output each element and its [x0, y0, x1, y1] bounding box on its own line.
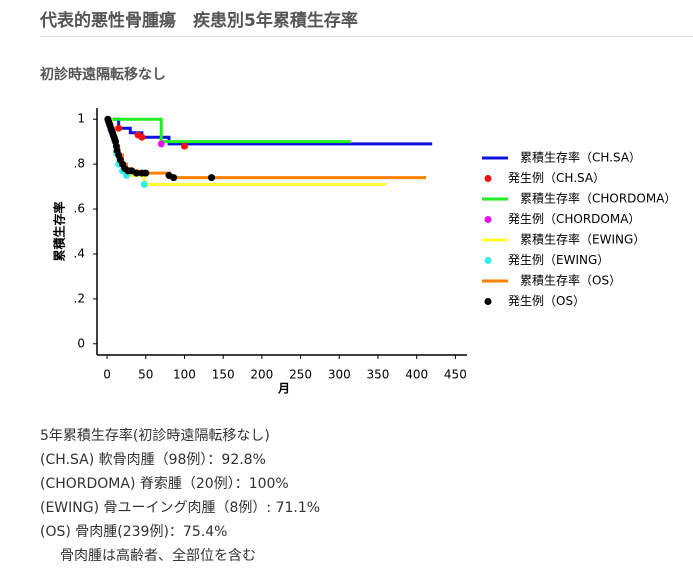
notes: 5年累積生存率(初診時遠隔転移なし) (CH.SA) 軟骨肉腫（98例）：92.… [40, 424, 320, 568]
x-tick-label: 50 [138, 368, 153, 382]
note-line: (OS) 骨肉腫(239例)：75.4% [40, 524, 228, 540]
divider [40, 36, 693, 37]
event-point [132, 169, 140, 177]
footnote: 骨肉腫は高齢者、全部位を含む [60, 548, 256, 564]
x-tick-label: 200 [250, 368, 273, 382]
note-line: (EWING) 骨ユーイング肉腫（8例）: 71.1% [40, 500, 321, 516]
event-point [157, 140, 165, 148]
legend-label: 累積生存率（EWING） [520, 232, 645, 247]
y-axis-label: 累積生存率 [52, 201, 67, 261]
legend-swatch [484, 216, 492, 223]
y-tick-label: .4 [74, 246, 85, 260]
legend-label: 累積生存率（CHORDOMA） [520, 191, 676, 206]
event-point [208, 174, 216, 182]
x-tick-label: 250 [289, 368, 312, 382]
x-tick-label: 300 [328, 368, 351, 382]
note-line: (CHORDOMA) 脊索腫（20例）：100% [40, 476, 289, 492]
x-tick-label: 150 [212, 368, 235, 382]
note-line: (CH.SA) 軟骨肉腫（98例）：92.8% [40, 452, 266, 468]
y-tick-label: .8 [74, 157, 85, 171]
event-point [138, 133, 146, 141]
legend-swatch [484, 175, 492, 182]
chart: 1 .8 .6 .4 .2 0 0 50 100 150 200 250 300 350 400 450 月 累積… [52, 108, 676, 396]
survival-curve [107, 117, 351, 144]
x-tick-label: 400 [405, 368, 428, 382]
legend-swatch [484, 298, 492, 305]
legend-label: 累積生存率（CH.SA） [520, 150, 641, 165]
legend-label: 累積生存率（OS） [520, 273, 621, 288]
y-tick-label: 1 [77, 112, 85, 126]
event-point [180, 142, 188, 150]
y-tick-label: .2 [74, 291, 85, 305]
x-axis-label: 月 [277, 382, 290, 396]
y-tick-label: 0 [77, 336, 85, 350]
section-title: 初診時遠隔転移なし [40, 67, 166, 83]
notes-heading: 5年累積生存率(初診時遠隔転移なし) [40, 428, 270, 444]
legend-label: 発生例（CHORDOMA） [508, 212, 640, 226]
page-title: 代表的悪性骨腫瘍 疾患別5年累積生存率 [40, 11, 358, 31]
x-tick-label: 350 [367, 368, 390, 382]
x-tick-label: 450 [444, 368, 467, 382]
event-point [170, 174, 178, 182]
event-point [115, 124, 123, 132]
survival-curve [107, 117, 426, 180]
x-tick-label: 0 [103, 368, 111, 382]
legend-label: 発生例（CH.SA） [508, 171, 605, 185]
legend-label: 発生例（EWING） [508, 253, 609, 267]
event-point [142, 169, 150, 177]
x-tick-label: 100 [173, 368, 196, 382]
legend-label: 発生例（OS） [508, 294, 585, 308]
event-point [140, 180, 148, 188]
legend-swatch [484, 257, 492, 264]
y-tick-label: .6 [74, 202, 85, 216]
